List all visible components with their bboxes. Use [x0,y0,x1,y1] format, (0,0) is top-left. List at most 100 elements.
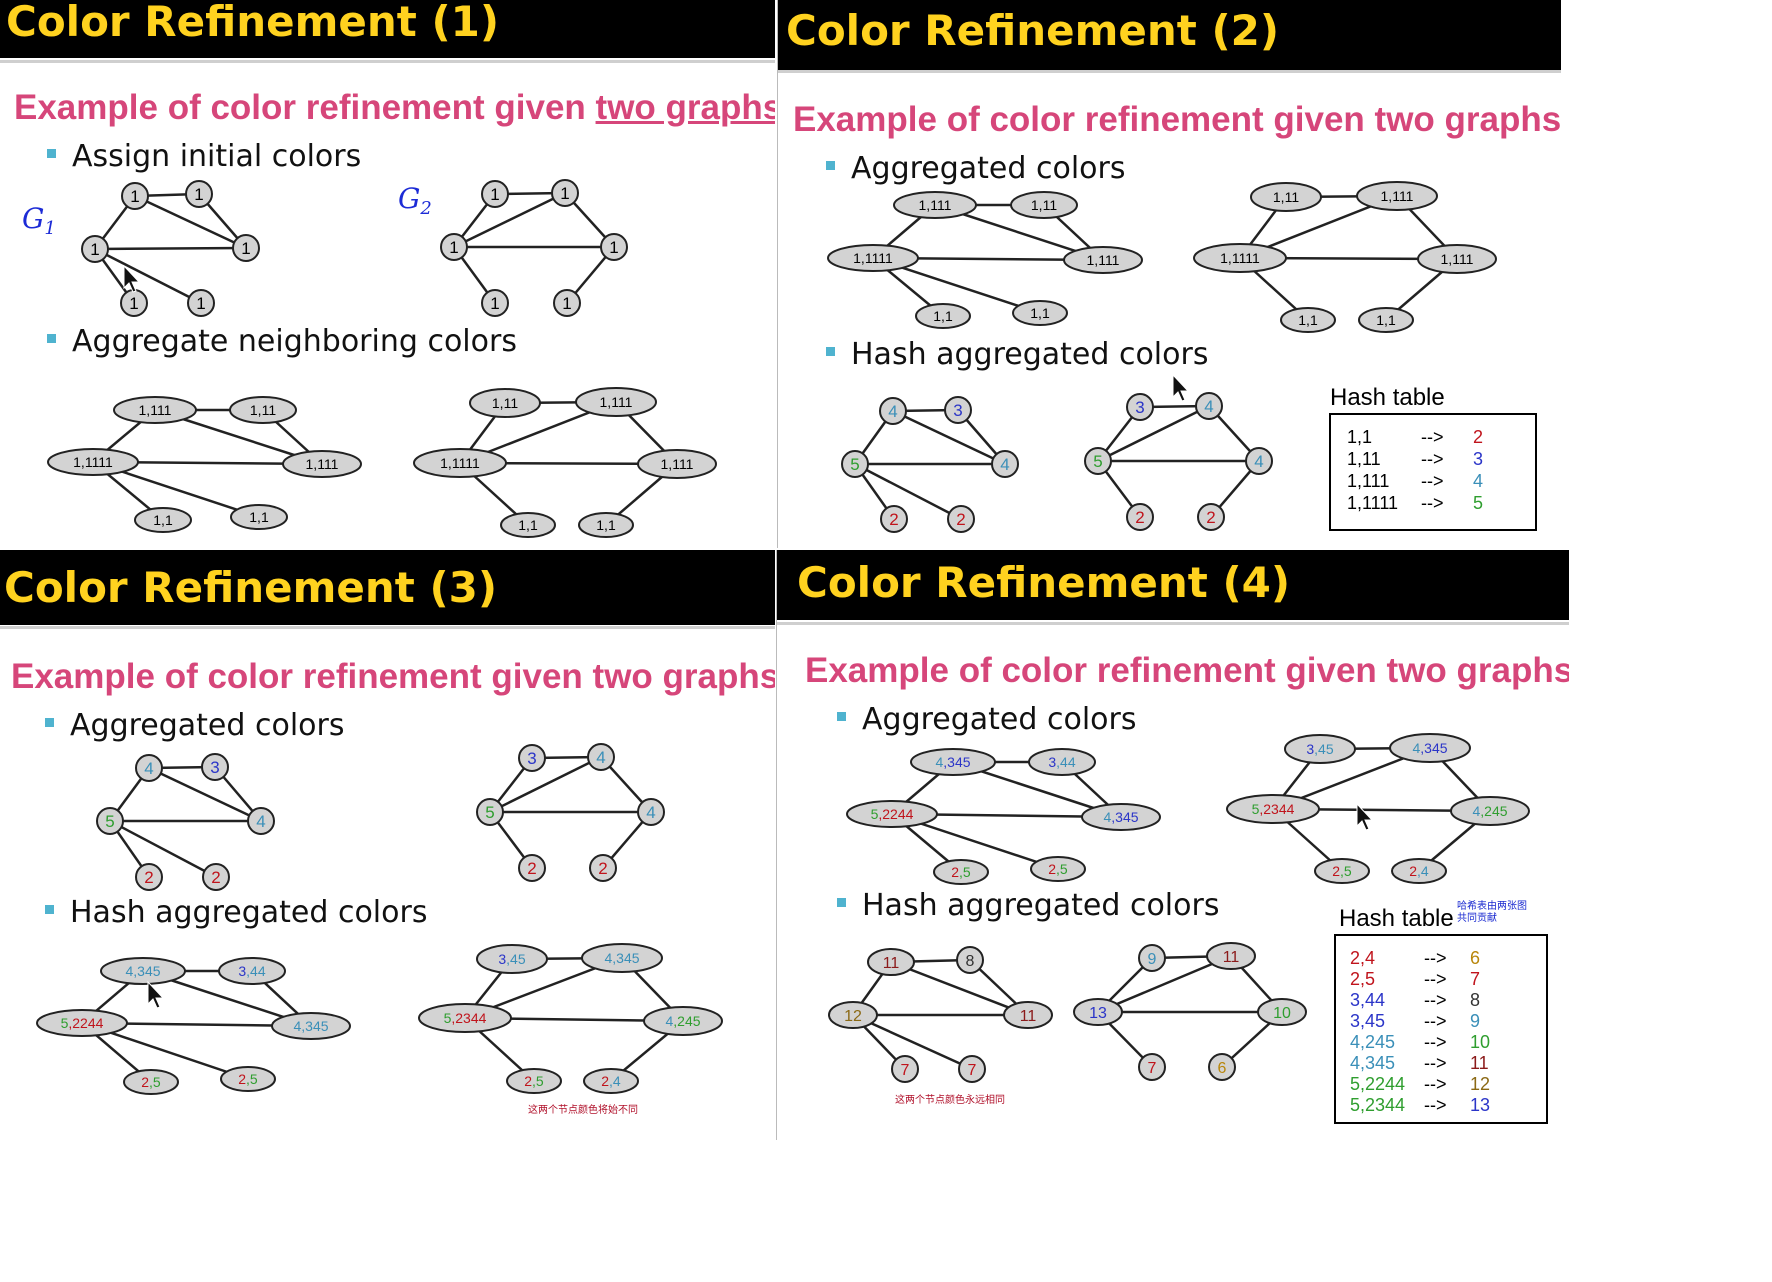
hash-table-title: Hash table [1339,905,1454,932]
svg-text:8: 8 [966,953,975,970]
svg-text:7: 7 [901,1062,910,1079]
svg-text:5,2344: 5,2344 [444,1010,487,1026]
graph-node: 1 [81,235,109,263]
graph-node: 7 [1138,1053,1166,1081]
svg-text:12: 12 [844,1008,862,1025]
svg-text:1: 1 [490,185,499,204]
svg-text:1: 1 [129,294,138,313]
graph-node: 1,111 [282,450,362,478]
graph-node: 2,5 [123,1069,179,1095]
svg-text:1: 1 [130,187,139,206]
graph-node: 4,345 [910,748,996,776]
graph-node: 5 [1084,447,1112,475]
graph-node: 5,2344 [1226,794,1320,824]
svg-text:2: 2 [1206,508,1215,527]
svg-text:2,4: 2,4 [601,1073,621,1089]
svg-text:1: 1 [560,184,569,203]
g2-initial-edges [452,191,615,304]
svg-text:4,345: 4,345 [125,963,160,979]
svg-text:2,4: 2,4 [1409,863,1429,879]
svg-text:5: 5 [850,455,859,474]
slide-title: Color Refinement (2) [778,0,1561,70]
svg-text:4: 4 [1204,397,1213,416]
svg-text:2: 2 [956,510,965,529]
svg-text:4: 4 [256,812,265,831]
svg-text:2: 2 [527,859,536,878]
svg-text:4,345: 4,345 [1103,809,1138,825]
graph-node: 1,1111 [1193,243,1287,273]
svg-text:1: 1 [241,239,250,258]
graph-node: 1,111 [113,396,197,424]
svg-text:4: 4 [1000,455,1009,474]
graph-node: 1,1 [500,512,556,538]
svg-text:1,1: 1,1 [596,517,616,533]
svg-text:1,1111: 1,1111 [1220,250,1260,266]
svg-text:2,5: 2,5 [238,1071,258,1087]
graph-node: 1,111 [637,449,717,479]
graph-node: 4 [879,397,907,425]
graph-node: 1,11 [469,388,541,418]
graph-label-g1: G1 [22,202,56,239]
graph-node: 1 [185,180,213,208]
hash-table: 2,4 --> 6 2,5 --> 7 3,44 --> 8 3,45 --> 9 4,245-… [1334,934,1548,1124]
graph-node: 1,1 [1280,307,1336,333]
svg-text:1,111: 1,111 [661,456,694,472]
svg-text:4: 4 [1254,452,1263,471]
svg-text:5: 5 [1093,452,1102,471]
svg-text:1: 1 [194,185,203,204]
graph-node: 1 [121,182,149,210]
graph-node: 2 [135,863,163,891]
svg-text:4,245: 4,245 [1472,803,1507,819]
graph-node: 5 [841,450,869,478]
svg-text:2,5: 2,5 [141,1074,161,1090]
graph-node: 11 [1003,1001,1053,1029]
svg-text:1: 1 [609,238,618,257]
slide-3-graphs: 4 3 5 4 2 2 3 4 5 4 2 2 [36,743,723,1095]
svg-text:1,1111: 1,1111 [440,455,480,471]
svg-text:4,245: 4,245 [665,1013,700,1029]
graph-node: 4,245 [643,1006,723,1036]
svg-text:1,111: 1,111 [1381,188,1414,204]
graph-node: 4 [135,754,163,782]
svg-text:5: 5 [105,812,114,831]
g1-aggregated-nodes: 1,111 1,11 1,1111 1,111 1,1 1,1 [47,396,362,533]
graph-node: 1,1 [134,507,192,533]
graph-node: 4 [637,798,665,826]
svg-text:2: 2 [211,868,220,887]
title-divider [777,622,1569,625]
graph-node: 7 [958,1055,986,1083]
hash-table: 1,1 --> 2 1,11 --> 3 1,111 --> 4 1,1111 --> 5 [1329,413,1537,531]
graph-node: 2 [589,854,617,882]
graph-node: 11 [1206,942,1256,970]
svg-text:1,111: 1,111 [919,197,952,213]
mouse-cursor-icon [1356,802,1374,831]
svg-text:2,5: 2,5 [1332,863,1352,879]
mouse-cursor-icon [123,264,141,293]
graph-node: 4 [247,807,275,835]
slide-1: Color Refinement (1) Example of color re… [0,0,775,548]
graph-node: 4 [587,743,615,771]
graph-node: 2 [202,863,230,891]
g1-initial-edges [93,192,247,305]
slide-1-graphs: G1 G2 1 1 1 1 1 1 1 1 1 1 1 [22,179,717,538]
svg-text:1,11: 1,11 [1031,197,1057,213]
graph-node: 1,11 [1010,191,1078,219]
svg-text:1,111: 1,111 [1441,251,1474,267]
graph-node: 3 [201,753,229,781]
slide-2-graphs: 1,111 1,11 1,1111 1,111 1,1 1,1 1,11 1,1… [827,181,1497,533]
svg-text:2,5: 2,5 [524,1073,544,1089]
svg-text:2: 2 [144,868,153,887]
graph-node: 2 [518,854,546,882]
svg-text:9: 9 [1148,951,1157,968]
svg-text:3: 3 [527,749,536,768]
graph-node: 4 [1195,392,1223,420]
svg-text:7: 7 [1148,1060,1157,1077]
graph-node: 1,11 [1250,182,1322,212]
bullet-hash-aggregated: Hash aggregated colors [45,895,427,930]
graph-node: 3 [518,744,546,772]
graph-node: 2,5 [220,1066,276,1092]
graph-node: 3,44 [218,957,286,985]
slide-4: Color Refinement (4) Example of color re… [776,550,1569,1140]
annotation-note: 这两个节点颜色永远相同 [895,1095,1005,1106]
hash-table-title: Hash table [1330,384,1445,411]
